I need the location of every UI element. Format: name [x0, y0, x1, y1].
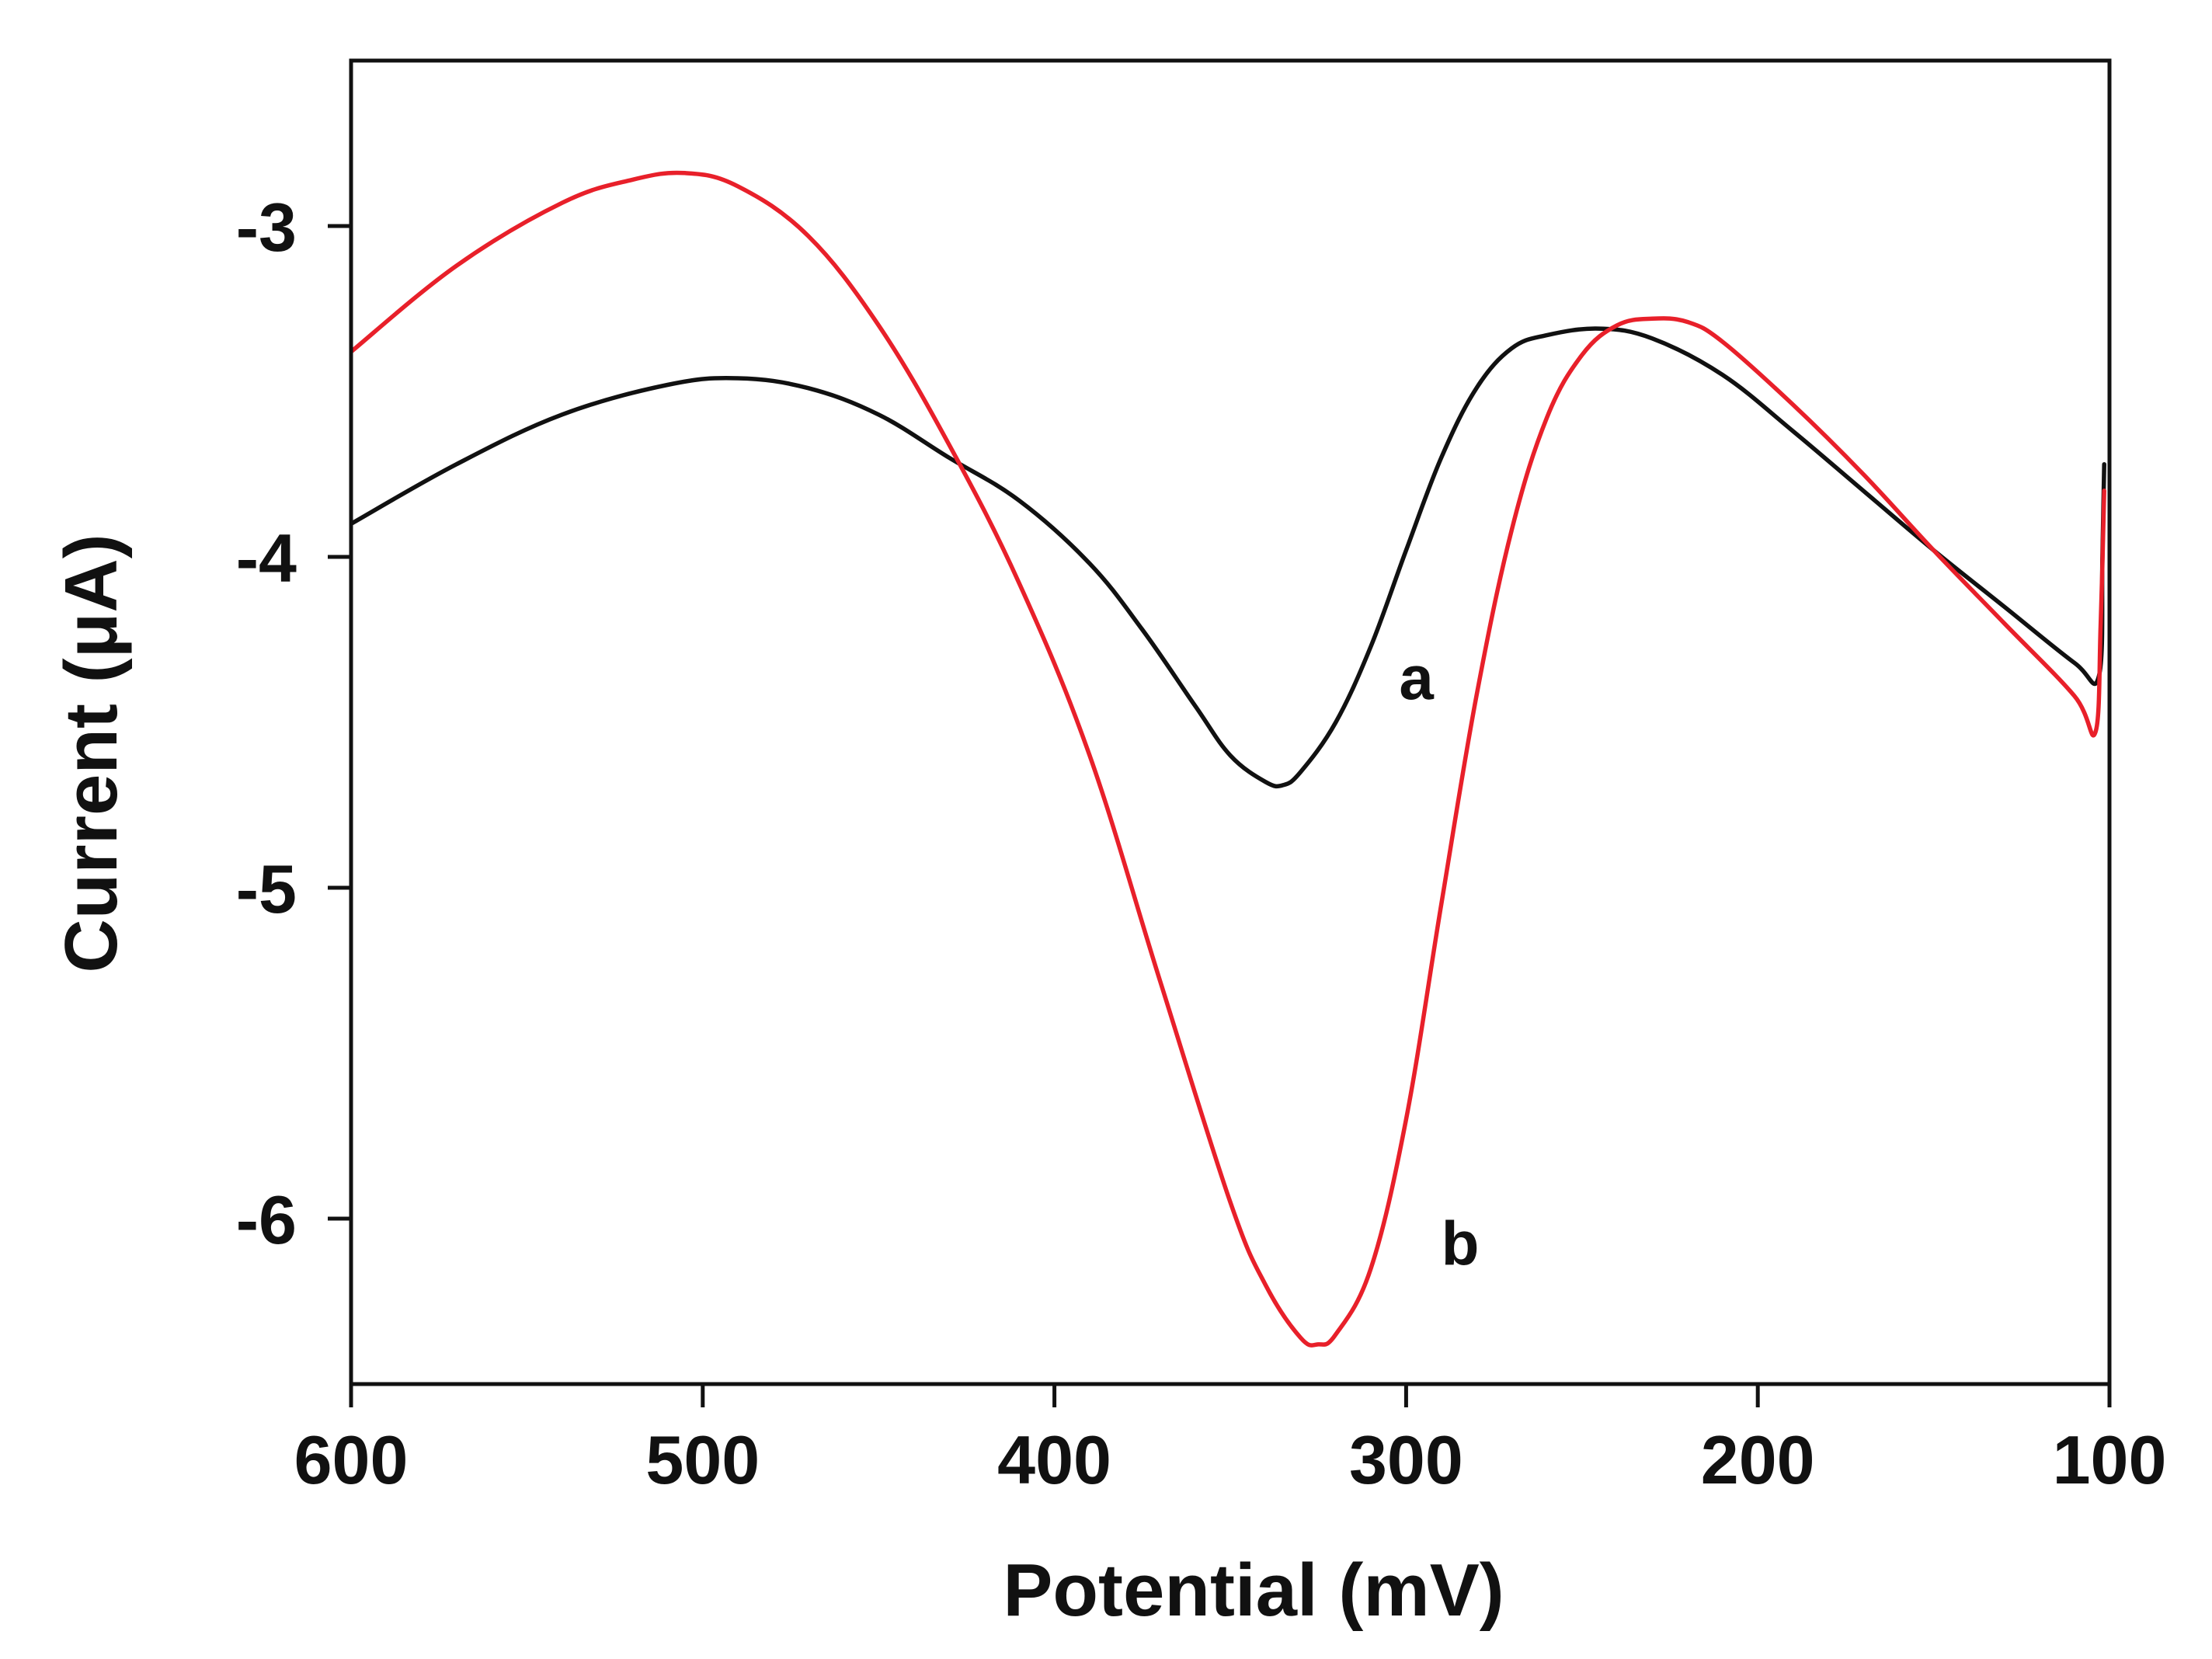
annotation-layer: ab: [1399, 643, 1479, 1278]
series-line-a: [351, 326, 2106, 789]
x-tick-label-600: 600: [294, 1421, 409, 1498]
x-tick-label-400: 400: [997, 1421, 1111, 1498]
y-axis-ticks: -3 -4 -5 -6: [236, 189, 351, 1258]
plot-frame: [349, 58, 2112, 1386]
y-tick-label--5: -5: [236, 850, 297, 927]
series-line-b: [351, 170, 2106, 1348]
x-tick-label-300: 300: [1349, 1421, 1463, 1498]
y-axis-title: Current (μA): [50, 534, 133, 972]
x-tick-label-200: 200: [1701, 1421, 1815, 1498]
y-tick-label--3: -3: [236, 189, 297, 266]
x-axis-title: Potential (mV): [1003, 1549, 1504, 1632]
x-tick-label-100: 100: [2053, 1421, 2167, 1498]
curve-label-b: b: [1442, 1209, 1480, 1278]
series-layer: [351, 170, 2106, 1348]
curve-label-a: a: [1399, 643, 1434, 712]
y-tick-label--6: -6: [236, 1181, 297, 1258]
y-tick-label--4: -4: [236, 520, 297, 596]
x-tick-label-500: 500: [645, 1421, 760, 1498]
x-axis-ticks: 600 500 400 300 200 100: [294, 1384, 2167, 1498]
